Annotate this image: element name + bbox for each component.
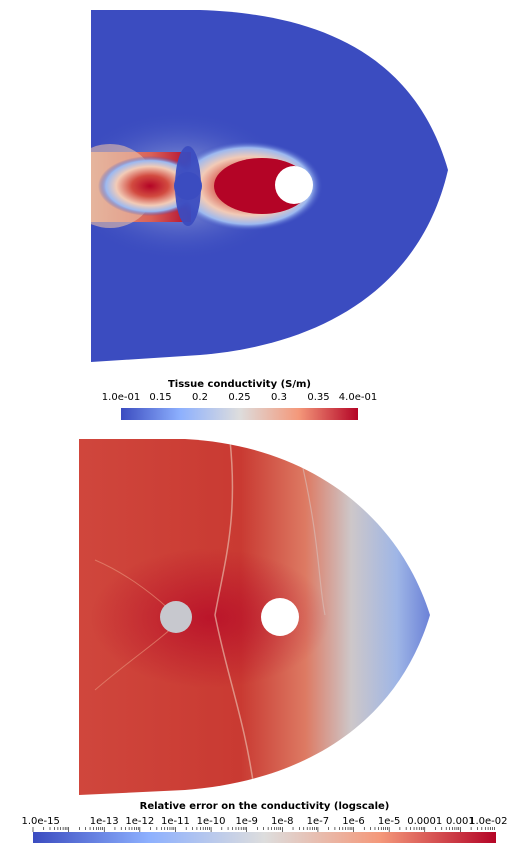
relative-error-field xyxy=(79,439,430,795)
error-tick-label: 1e-12 xyxy=(125,816,155,827)
error-tick-label: 1e-8 xyxy=(271,816,294,827)
conductivity-tick-label: 0.3 xyxy=(271,392,287,403)
error-colorbar-title: Relative error on the conductivity (logs… xyxy=(139,801,390,812)
conductivity-colorbar xyxy=(121,408,358,420)
error-colorbar-minor-ticks xyxy=(32,827,495,832)
conductivity-colorbar-title: Tissue conductivity (S/m) xyxy=(167,379,311,390)
error-tick-label: 1e-10 xyxy=(196,816,226,827)
conductivity-tick-label: 0.35 xyxy=(307,392,330,403)
conductivity-tick-label: 0.15 xyxy=(149,392,172,403)
error-tick-label: 1e-13 xyxy=(89,816,119,827)
conductivity-tick-label: 0.25 xyxy=(228,392,251,403)
right-electrode-lower xyxy=(261,598,299,636)
error-tick-label: 1e-7 xyxy=(306,816,330,827)
right-electrode xyxy=(275,166,313,204)
error-tick-label: 0.001 xyxy=(446,816,475,827)
error-tick-label: 1e-5 xyxy=(377,816,401,827)
conductivity-tick-label: 0.2 xyxy=(192,392,208,403)
error-tick-label: 1e-9 xyxy=(235,816,258,827)
conductivity-field xyxy=(91,10,448,362)
error-tick-label: 1.0e-15 xyxy=(21,816,60,827)
conductivity-tick-label: 1.0e-01 xyxy=(101,392,141,403)
error-colorbar xyxy=(33,832,496,843)
error-tick-label: 1e-11 xyxy=(161,816,190,827)
error-tick-label: 1e-6 xyxy=(342,816,365,827)
error-tick-label: 0.0001 xyxy=(407,816,443,827)
error-tick-label: 1.0e-02 xyxy=(469,816,508,827)
conductivity-tick-label: 4.0e-01 xyxy=(338,392,378,403)
